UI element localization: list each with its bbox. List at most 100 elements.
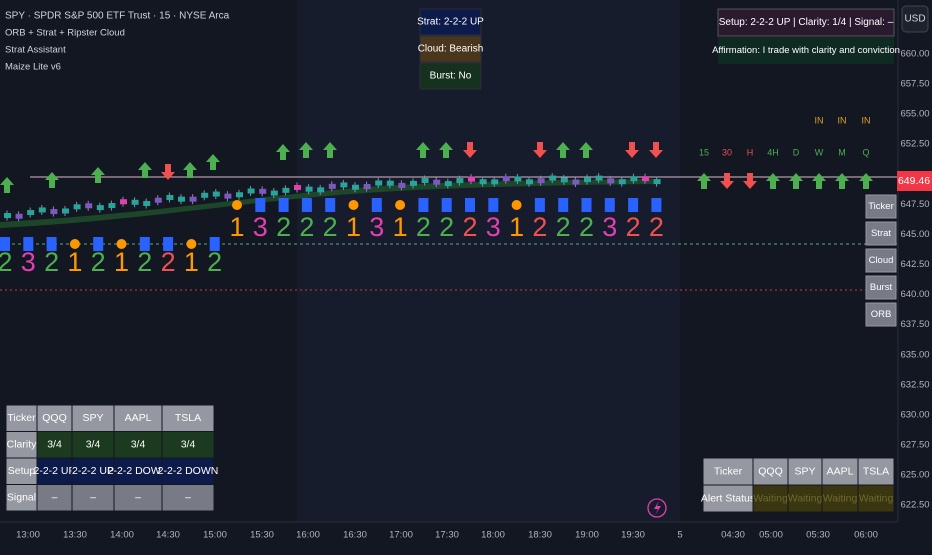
up-arrow [859,173,873,189]
bar-marker [93,237,104,251]
table-cell [161,431,215,459]
strat-number: 1 [184,247,199,277]
timeframe-label: 15 [699,147,709,157]
down-arrow [533,142,547,158]
panel-button[interactable] [865,194,897,219]
lightning-icon[interactable] [647,498,667,518]
table-text: Waiting [823,492,858,504]
bar-marker [465,198,475,212]
time-tick-label: 19:00 [575,530,599,541]
table-cell [5,431,38,459]
table-text: Clarity [7,439,38,451]
strat-number: 2 [161,247,176,277]
affirmation-text: Affirmation: I trade with clarity and co… [712,45,900,56]
lightning [654,501,661,515]
price-tick-label: 630.00 [900,409,929,420]
up-arrow [183,162,197,178]
candle [317,187,325,193]
candle [340,182,348,188]
candle [294,184,301,190]
session-highlight [297,0,680,522]
table-text: Waiting [859,492,894,504]
bar-marker [163,237,174,251]
strat-number: 2 [276,212,291,242]
table-text: 2-2-2 DOWN [108,465,169,477]
candle [653,179,661,185]
status-text: Strat: 2-2-2 UP [417,17,484,28]
time-tick-label: 13:00 [16,530,40,541]
table-text: – [90,492,96,504]
strat-number: 2 [532,212,547,242]
candle [328,183,336,189]
candle [444,181,452,187]
panel-button-label[interactable]: Ticker [868,201,894,212]
table-text: Signal [7,492,36,504]
candle [236,192,243,198]
status-text: Cloud: Bearish [418,44,484,55]
candle [96,205,104,211]
table-text: – [52,492,58,504]
table-cell [71,431,115,459]
candle [398,182,406,188]
currency[interactable]: USD [904,14,925,25]
time-tick-label: 05:30 [806,530,830,541]
inside-bar-dot [69,239,80,249]
inside-bar-dot [116,239,127,249]
bar-marker [371,198,382,212]
table-text: – [185,492,191,504]
time-tick-label: 17:30 [435,530,459,541]
candle [618,179,626,185]
time-tick-label: 16:00 [296,530,320,541]
candle [410,180,417,186]
candle [572,179,580,185]
last-price-badge [897,171,932,191]
down-arrow [720,173,734,189]
candle [166,194,174,200]
bar-marker [139,237,150,251]
bar-marker [418,198,429,212]
currency-button[interactable] [901,5,929,33]
strat-number: 2 [44,247,59,277]
panel-button[interactable] [865,248,897,273]
up-arrow [766,173,780,189]
panel-button[interactable] [865,221,897,246]
candle [178,196,185,202]
table-text: 3/4 [181,439,196,451]
strat-number: 3 [369,212,384,242]
last-price: 649.46 [898,175,930,187]
panel-button-label[interactable]: Cloud [869,255,894,266]
strat-number: 2 [299,212,314,242]
candle [131,199,139,205]
up-arrow [556,142,570,158]
candle [502,176,510,182]
inside-bar-dot [395,200,406,210]
price-tick-label: 622.50 [900,500,929,511]
panel-button-label[interactable]: Burst [870,282,893,293]
candle [549,175,557,181]
inside-bar-dot [232,200,242,210]
price-tick-label: 647.50 [900,199,929,210]
strat-number: 2 [439,212,454,242]
down-arrow [649,142,663,158]
panel-button[interactable] [865,275,897,300]
panel-button[interactable] [865,302,897,327]
timeframe-label: 30 [722,147,732,157]
table-cell [821,484,859,513]
table-text: 2-2-2 UP [72,465,114,477]
inside-bar-dot [186,239,197,249]
strat-number: 2 [91,247,106,277]
up-arrow [91,167,105,183]
strat-number: 2 [207,247,222,277]
price-tick-label: 625.00 [900,470,929,481]
strat-number: 3 [602,212,617,242]
table-cell [113,484,163,512]
up-arrow [835,173,849,189]
candle [491,179,499,185]
table-text: Setup [8,465,36,477]
table-text: Waiting [788,492,823,504]
panel-button-label[interactable]: Strat [871,228,891,239]
panel-button-label[interactable]: ORB [871,309,892,320]
status-cell [419,8,482,36]
time-tick-label: 04:30 [721,530,745,541]
